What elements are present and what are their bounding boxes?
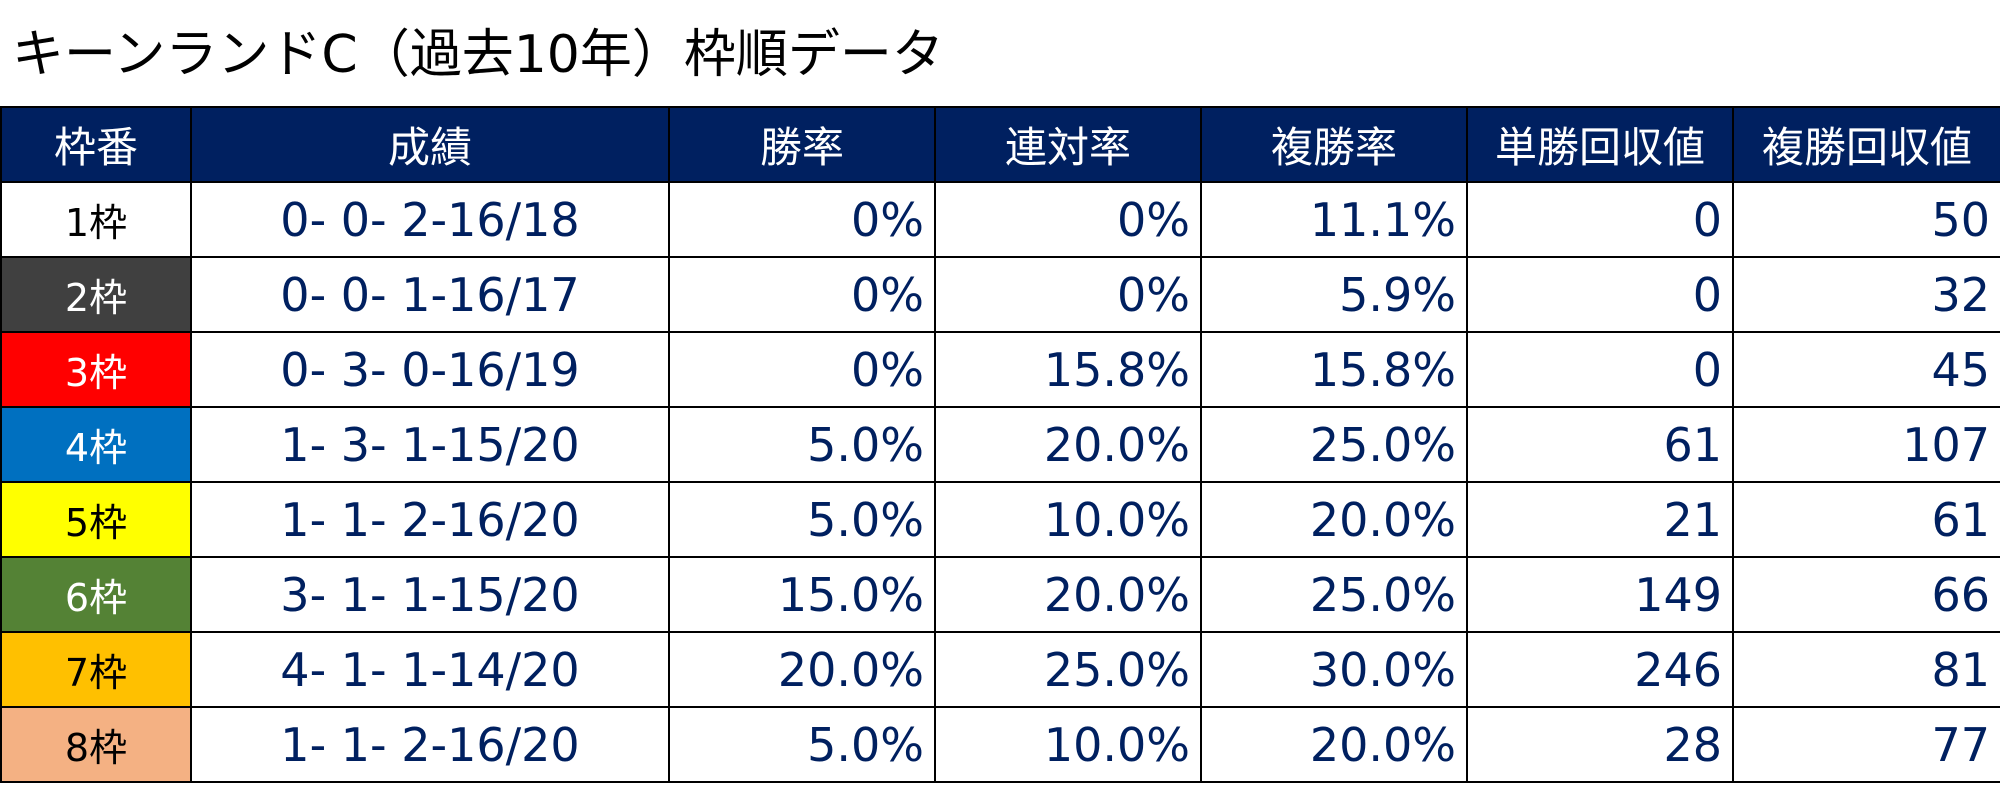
show-return-cell: 45 [1732,331,2000,408]
show-rate-cell: 11.1% [1200,181,1468,258]
page-title: キーンランドC（過去10年）枠順データ [12,25,944,85]
quinella-rate-cell: 10.0% [934,481,1202,558]
win-rate-cell: 0% [668,181,936,258]
show-rate-cell: 30.0% [1200,631,1468,708]
win-rate-cell: 0% [668,331,936,408]
header-quinella-rate: 連対率 [934,106,1202,183]
win-rate-cell: 20.0% [668,631,936,708]
quinella-rate-cell: 0% [934,181,1202,258]
waku-cell: 2枠 [0,256,192,333]
show-rate-cell: 25.0% [1200,556,1468,633]
frame-data-table: 枠番 成績 勝率 連対率 複勝率 単勝回収値 複勝回収値 1枠 0- 0- 2-… [0,106,2000,783]
table-row: 7枠 4- 1- 1-14/20 20.0% 25.0% 30.0% 246 8… [0,631,2000,708]
show-return-cell: 66 [1732,556,2000,633]
header-show-rate: 複勝率 [1200,106,1468,183]
record-cell: 0- 0- 1-16/17 [190,256,670,333]
quinella-rate-cell: 20.0% [934,406,1202,483]
record-cell: 1- 3- 1-15/20 [190,406,670,483]
win-rate-cell: 15.0% [668,556,936,633]
header-waku: 枠番 [0,106,192,183]
win-return-cell: 28 [1466,706,1734,783]
show-rate-cell: 5.9% [1200,256,1468,333]
quinella-rate-cell: 0% [934,256,1202,333]
show-rate-cell: 20.0% [1200,481,1468,558]
show-return-cell: 107 [1732,406,2000,483]
table-row: 4枠 1- 3- 1-15/20 5.0% 20.0% 25.0% 61 107 [0,406,2000,483]
win-rate-cell: 5.0% [668,406,936,483]
table-row: 1枠 0- 0- 2-16/18 0% 0% 11.1% 0 50 [0,181,2000,258]
quinella-rate-cell: 25.0% [934,631,1202,708]
win-rate-cell: 5.0% [668,481,936,558]
record-cell: 1- 1- 2-16/20 [190,481,670,558]
win-rate-cell: 0% [668,256,936,333]
win-return-cell: 0 [1466,256,1734,333]
quinella-rate-cell: 15.8% [934,331,1202,408]
quinella-rate-cell: 10.0% [934,706,1202,783]
table-row: 3枠 0- 3- 0-16/19 0% 15.8% 15.8% 0 45 [0,331,2000,408]
win-return-cell: 0 [1466,331,1734,408]
record-cell: 0- 3- 0-16/19 [190,331,670,408]
waku-cell: 8枠 [0,706,192,783]
show-return-cell: 81 [1732,631,2000,708]
show-rate-cell: 20.0% [1200,706,1468,783]
table-row: 5枠 1- 1- 2-16/20 5.0% 10.0% 20.0% 21 61 [0,481,2000,558]
record-cell: 3- 1- 1-15/20 [190,556,670,633]
waku-cell: 1枠 [0,181,192,258]
waku-cell: 7枠 [0,631,192,708]
waku-cell: 5枠 [0,481,192,558]
quinella-rate-cell: 20.0% [934,556,1202,633]
header-record: 成績 [190,106,670,183]
waku-cell: 3枠 [0,331,192,408]
table-row: 2枠 0- 0- 1-16/17 0% 0% 5.9% 0 32 [0,256,2000,333]
table-row: 8枠 1- 1- 2-16/20 5.0% 10.0% 20.0% 28 77 [0,706,2000,783]
show-return-cell: 61 [1732,481,2000,558]
header-row: 枠番 成績 勝率 連対率 複勝率 単勝回収値 複勝回収値 [0,106,2000,183]
show-rate-cell: 25.0% [1200,406,1468,483]
win-return-cell: 246 [1466,631,1734,708]
header-win-return: 単勝回収値 [1466,106,1734,183]
record-cell: 0- 0- 2-16/18 [190,181,670,258]
win-return-cell: 61 [1466,406,1734,483]
record-cell: 4- 1- 1-14/20 [190,631,670,708]
waku-cell: 6枠 [0,556,192,633]
show-return-cell: 50 [1732,181,2000,258]
win-return-cell: 21 [1466,481,1734,558]
win-return-cell: 0 [1466,181,1734,258]
win-rate-cell: 5.0% [668,706,936,783]
record-cell: 1- 1- 2-16/20 [190,706,670,783]
show-return-cell: 32 [1732,256,2000,333]
header-win-rate: 勝率 [668,106,936,183]
show-return-cell: 77 [1732,706,2000,783]
win-return-cell: 149 [1466,556,1734,633]
show-rate-cell: 15.8% [1200,331,1468,408]
header-show-return: 複勝回収値 [1732,106,2000,183]
waku-cell: 4枠 [0,406,192,483]
table-row: 6枠 3- 1- 1-15/20 15.0% 20.0% 25.0% 149 6… [0,556,2000,633]
